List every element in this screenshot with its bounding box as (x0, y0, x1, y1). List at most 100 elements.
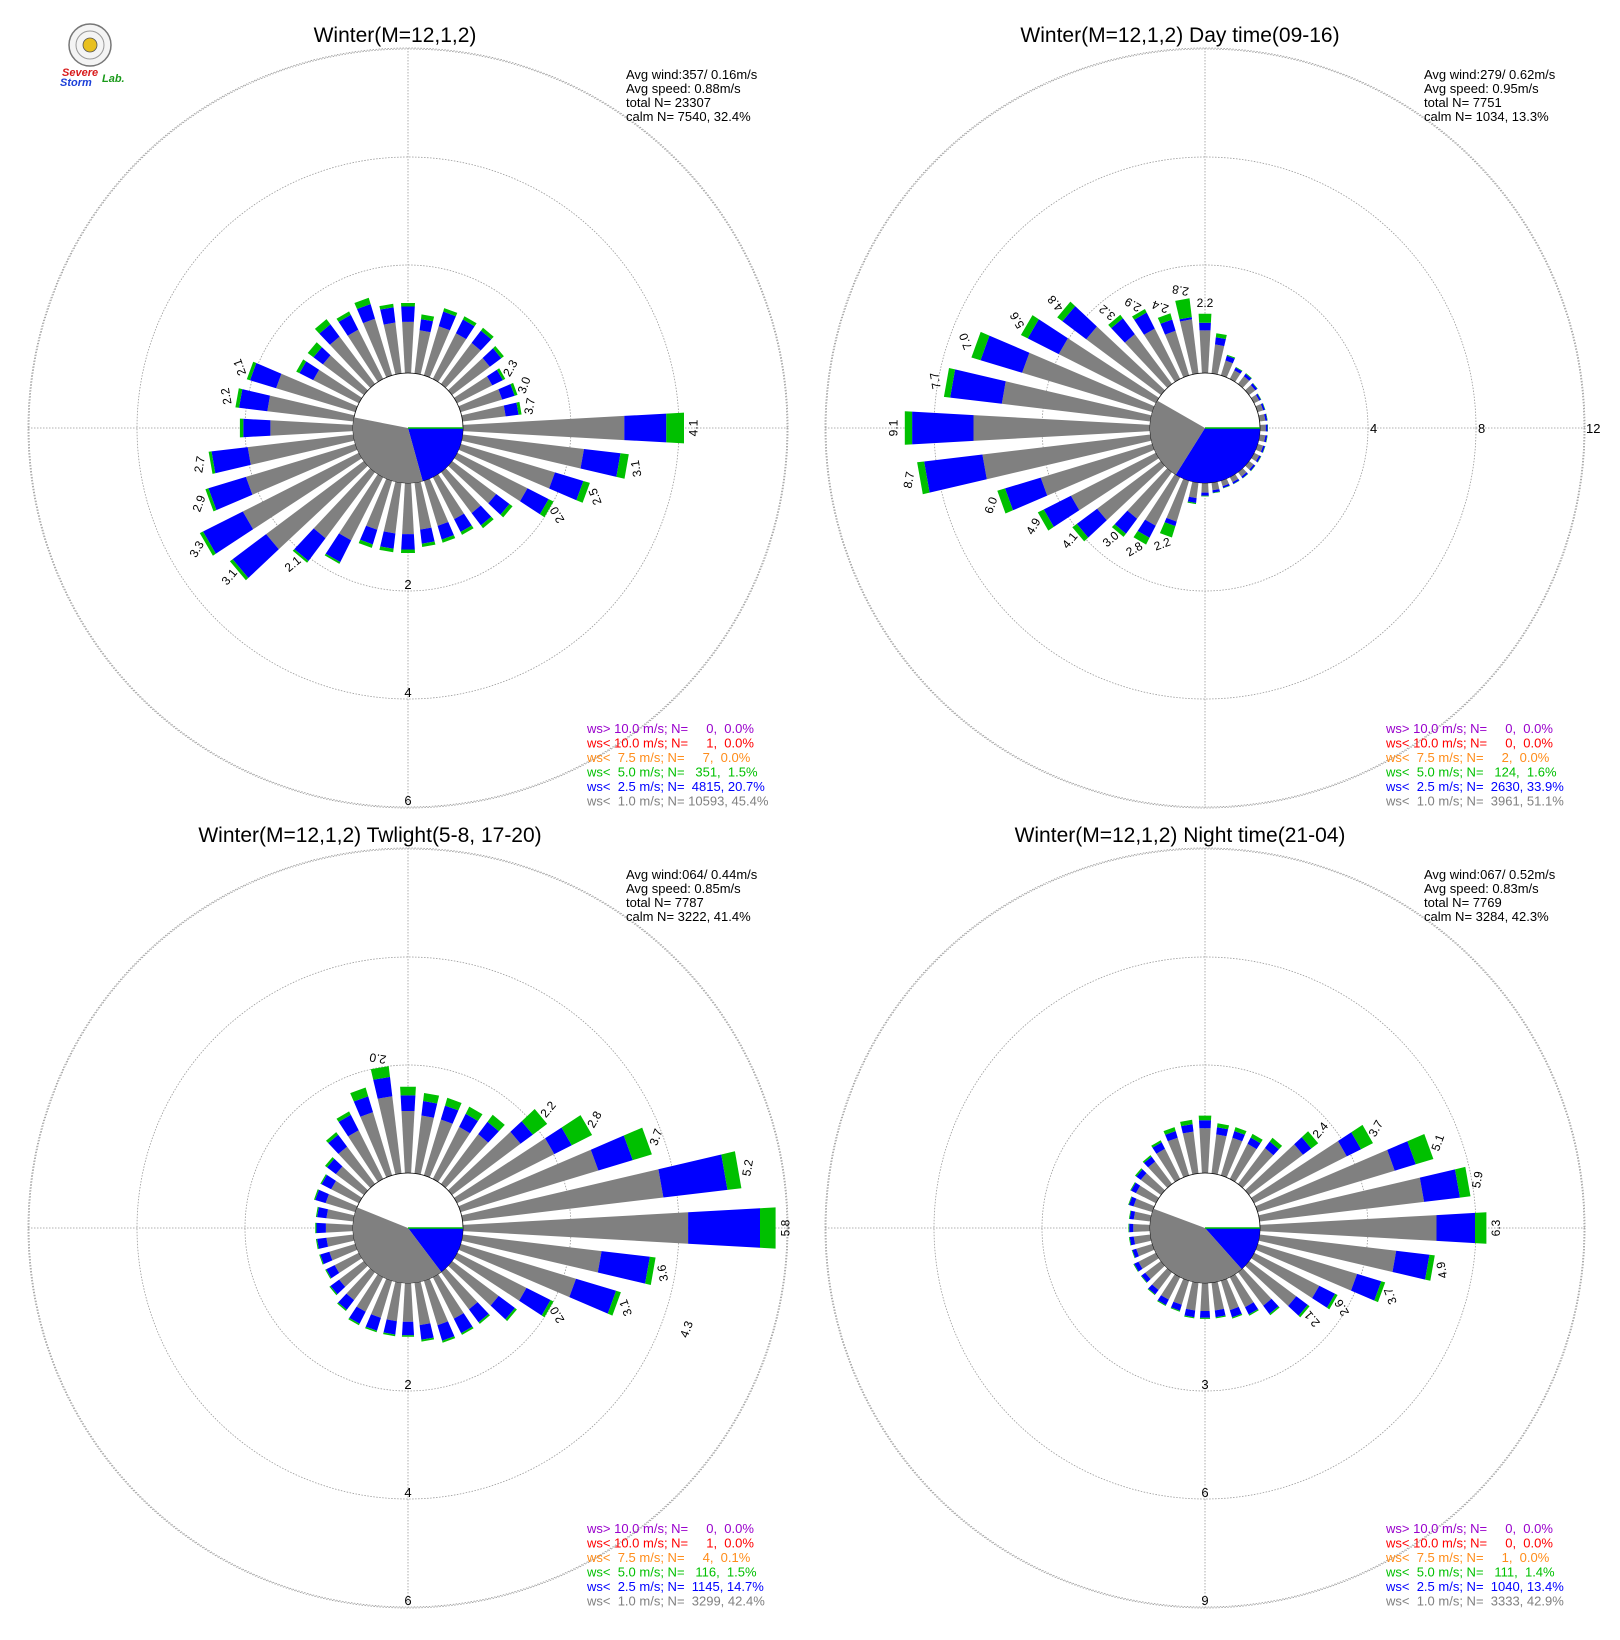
petal-lt2_5-bar (1392, 1250, 1430, 1280)
info-avg-wind: Avg wind:279/ 0.62m/s (1424, 67, 1556, 82)
petal-lt1-bar (432, 1126, 470, 1182)
petal-value-label: 2.2 (1152, 535, 1173, 554)
petal-lt1-bar (1237, 1268, 1272, 1306)
legend-entry: ws< 1.0 m/s; N= 3961, 51.1% (1385, 794, 1564, 809)
petal-lt5-bar (1133, 531, 1150, 545)
petal-lt5-bar (1301, 1131, 1319, 1149)
petal-lt2_5-bar (1132, 1248, 1139, 1258)
petal-lt2_5-bar (1387, 1141, 1416, 1171)
ring-label: 6 (1201, 1485, 1208, 1500)
petal-lt1-bar (440, 468, 481, 514)
petal-value-label: 2.7 (191, 455, 208, 474)
petal-lt2_5-bar (1148, 1284, 1159, 1295)
ring-label: 2 (404, 1377, 411, 1392)
petal-lt5-bar (493, 346, 504, 359)
petal-lt5-bar (1128, 1210, 1132, 1219)
petal-lt1-bar (1001, 381, 1152, 422)
petal-lt5-bar (1351, 1124, 1373, 1150)
petal-lt5-bar (314, 1189, 319, 1200)
petal-lt5-bar (623, 1127, 652, 1161)
petal-value-label: 6.3 (1489, 1219, 1503, 1236)
petal-value-label: 2.4 (1150, 297, 1171, 316)
petal-lt2_5-bar (317, 1237, 328, 1249)
petal-lt2_5-bar (1243, 373, 1252, 381)
petal-lt2_5-bar (1264, 1141, 1279, 1156)
petal-lt1-bar (242, 452, 362, 530)
petal-lt2_5-bar (1225, 355, 1235, 364)
petal-lt2_5-bar (624, 413, 667, 443)
petal-lt2_5-bar (1249, 464, 1256, 471)
info-calm: calm N= 7540, 32.4% (626, 109, 751, 124)
petal-lt2_5-bar (1216, 1127, 1229, 1137)
petal-lt1-bar (331, 1180, 362, 1204)
petal-lt2_5-bar (1111, 318, 1135, 343)
calm-lt2_5-sector (1205, 1228, 1260, 1269)
petal-lt1-bar (329, 1243, 358, 1261)
ring-label: 4 (404, 685, 411, 700)
petal-lt1-bar (423, 478, 449, 526)
petal-lt5-bar (461, 1326, 474, 1335)
petal-lt5-bar (1327, 1293, 1338, 1310)
ring-label: 3 (1201, 1377, 1208, 1392)
petal-lt5-bar (1111, 524, 1126, 537)
petal-lt5-bar (1128, 1196, 1132, 1205)
petal-lt5-bar (370, 1066, 390, 1080)
petal-lt2_5-bar (360, 525, 378, 545)
petal-lt5-bar (1298, 1304, 1310, 1318)
petal-lt1-bar (1182, 1131, 1199, 1175)
petal-lt1-bar (1229, 1274, 1254, 1308)
petal-lt1-bar (402, 321, 414, 374)
petal-lt1-bar (1144, 328, 1181, 382)
petal-lt5-bar (401, 549, 415, 553)
petal-lt5-bar (487, 1114, 505, 1132)
petal-lt1-bar (371, 1278, 393, 1318)
petal-lt1-bar (440, 1268, 478, 1310)
petal-lt5-bar (460, 525, 474, 535)
petal-lt2_5-bar (437, 522, 454, 540)
petal-value-label: 3.6 (654, 1263, 671, 1282)
petal-lt2_5-bar (365, 1314, 381, 1331)
petal-lt5-bar (350, 1087, 369, 1102)
petal-lt1-bar (1199, 330, 1211, 374)
petal-lt1-bar (461, 405, 506, 422)
petal-lt1-bar (1173, 1278, 1190, 1305)
petal-lt5-bar (1072, 523, 1089, 542)
petal-lt5-bar (325, 1269, 332, 1279)
petal-lt1-bar (440, 1134, 489, 1188)
petal-lt1-bar (1133, 1198, 1155, 1213)
petal-lt5-bar (1262, 446, 1266, 453)
petal-lt1-bar (1140, 1173, 1165, 1196)
petal-lt1-bar (402, 482, 414, 535)
petal-lt2_5-bar (1312, 1285, 1336, 1308)
petal-lt1-bar (1211, 344, 1225, 375)
petal-lt2_5-bar (299, 361, 320, 381)
petal-value-label: 5.8 (778, 1219, 792, 1236)
petal-lt1-bar (423, 1278, 448, 1326)
petal-lt5-bar (315, 1206, 319, 1218)
petal-lt1-bar (414, 1281, 431, 1326)
petal-value-label: 3.7 (521, 397, 538, 416)
petal-lt1-bar (414, 330, 431, 375)
petal-lt5-bar (1425, 1254, 1435, 1281)
petal-lt2_5-bar (1131, 1182, 1141, 1194)
petal-lt2_5-bar (203, 511, 254, 554)
petal-lt5-bar (292, 549, 309, 563)
ring-label: 9 (1201, 1593, 1208, 1608)
petal-lt5-bar (1057, 301, 1076, 322)
petal-lt1-bar (1070, 452, 1159, 511)
info-avg-wind: Avg wind:357/ 0.16m/s (626, 67, 758, 82)
petal-lt2_5-bar (597, 1251, 650, 1284)
petal-lt1-bar (1138, 1252, 1159, 1269)
calm-sector (352, 417, 423, 484)
petal-value-label: 8.7 (901, 470, 918, 489)
calm-sector (352, 1207, 442, 1284)
info-avg-wind: Avg wind:064/ 0.44m/s (626, 867, 758, 882)
petal-lt5-bar (1135, 1168, 1143, 1177)
ring-label: 6 (404, 793, 411, 808)
petal-lt1-bar (1229, 370, 1241, 382)
petal-lt1-bar (270, 420, 354, 436)
petal-lt2_5-bar (1247, 1137, 1261, 1150)
petal-lt2_5-bar (1234, 367, 1243, 374)
petal-lt1-bar (1220, 1137, 1243, 1178)
petal-lt5-bar (1180, 1119, 1193, 1127)
